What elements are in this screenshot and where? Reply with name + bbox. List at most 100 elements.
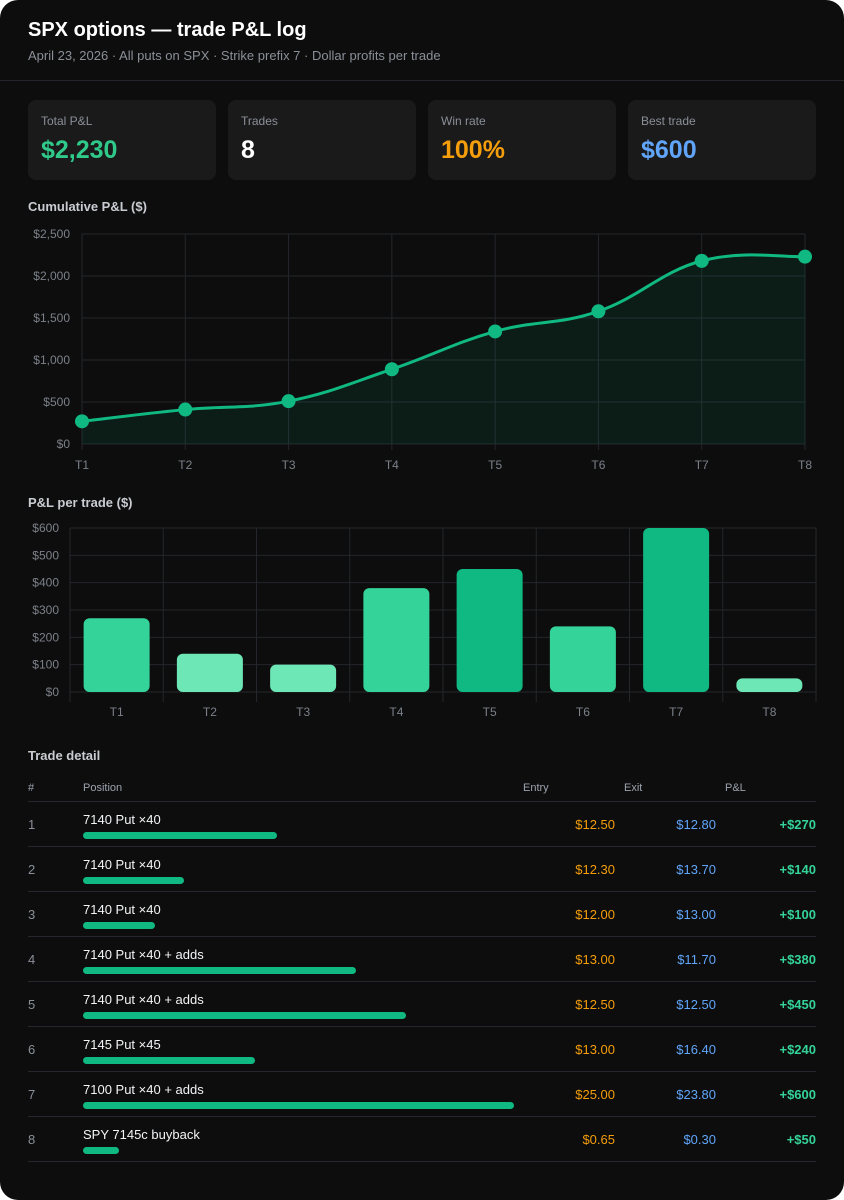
row-exit: $12.50: [676, 997, 716, 1012]
y-tick-label: $100: [32, 658, 59, 672]
page-header: SPX options — trade P&L log April 23, 20…: [28, 18, 816, 64]
table-row: 3 7140 Put ×40 $12.00 $13.00 +$100: [28, 892, 816, 937]
bar: [736, 678, 803, 692]
row-number: 5: [28, 997, 36, 1012]
table-row: 5 7140 Put ×40 + adds $12.50 $12.50 +$450: [28, 982, 816, 1027]
trade-detail-table: # Position Entry Exit P&L 1 7140 Put ×40 $…: [28, 776, 816, 1162]
y-tick-label: $2,500: [33, 227, 70, 241]
x-tick-label: T7: [669, 705, 683, 719]
x-tick-label: T4: [389, 705, 403, 719]
bar: [363, 588, 430, 692]
table-row: 1 7140 Put ×40 $12.50 $12.80 +$270: [28, 802, 816, 847]
header-position: Position: [83, 782, 123, 794]
cumulative-chart-title: Cumulative P&L ($): [28, 199, 147, 214]
row-number: 2: [28, 862, 36, 877]
row-position: 7140 Put ×40 + adds: [83, 992, 204, 1007]
data-point: [694, 253, 709, 268]
row-pnl-bar: [83, 1012, 406, 1019]
row-position: 7140 Put ×40 + adds: [83, 947, 204, 962]
bar: [643, 528, 710, 692]
y-tick-label: $1,500: [33, 311, 70, 325]
data-point: [75, 414, 89, 429]
y-tick-label: $400: [32, 576, 59, 590]
bar: [176, 653, 243, 692]
data-point: [798, 249, 812, 264]
row-pnl: +$50: [786, 1132, 816, 1147]
stat-value: 8: [241, 136, 255, 164]
area-fill: [82, 254, 805, 444]
table-row: 8 SPY 7145c buyback $0.65 $0.30 +$50: [28, 1117, 816, 1162]
row-exit: $12.80: [676, 817, 716, 832]
row-pnl-bar: [83, 1147, 119, 1154]
row-position: SPY 7145c buyback: [83, 1127, 200, 1142]
row-entry: $13.00: [575, 1042, 615, 1057]
stat-card-best-trade: Best trade $600: [628, 100, 816, 180]
table-row: 6 7145 Put ×45 $13.00 $16.40 +$240: [28, 1027, 816, 1072]
table-row: 4 7140 Put ×40 + adds $13.00 $11.70 +$380: [28, 937, 816, 982]
x-tick-label: T4: [385, 458, 399, 472]
y-tick-label: $300: [32, 603, 59, 617]
row-number: 6: [28, 1042, 36, 1057]
row-number: 4: [28, 952, 36, 967]
row-pnl-bar: [83, 832, 277, 839]
x-tick-label: T2: [178, 458, 192, 472]
row-entry: $12.30: [575, 862, 615, 877]
row-pnl: +$100: [779, 907, 816, 922]
x-tick-label: T1: [110, 705, 124, 719]
series-line: [81, 253, 806, 423]
y-tick-label: $2,000: [33, 269, 70, 283]
row-position: 7140 Put ×40: [83, 812, 161, 827]
row-exit: $11.70: [677, 952, 716, 967]
bar: [549, 626, 616, 692]
row-number: 7: [28, 1087, 36, 1102]
row-pnl-bar: [83, 922, 155, 929]
stat-label: Best trade: [641, 114, 696, 128]
row-number: 1: [28, 817, 36, 832]
per-trade-chart-title: P&L per trade ($): [28, 495, 133, 510]
row-entry: $12.50: [575, 817, 615, 832]
stat-value: $2,230: [41, 136, 118, 164]
y-tick-label: $600: [32, 521, 59, 535]
row-pnl-bar: [83, 1102, 514, 1109]
header-num: #: [28, 782, 35, 794]
cumulative-pnl-chart: $0 $500 $1,000 $1,500 $2,000 $2,500 T1 T2 T3 T4 T5…: [33, 227, 812, 472]
row-pnl: +$270: [779, 817, 816, 832]
row-exit: $13.70: [676, 862, 716, 877]
row-entry: $12.00: [575, 907, 615, 922]
x-tick-label: T8: [798, 458, 812, 472]
table-body: 1 7140 Put ×40 $12.50 $12.80 +$270 2 7140 Put …: [28, 802, 816, 1162]
x-tick-label: T7: [695, 458, 709, 472]
y-tick-label: $200: [32, 630, 59, 644]
row-pnl-bar: [83, 967, 356, 974]
stat-value: $600: [641, 136, 697, 164]
data-point: [178, 402, 193, 417]
row-pnl: +$600: [779, 1087, 816, 1102]
row-entry: $25.00: [575, 1087, 615, 1102]
y-tick-label: $1,000: [33, 353, 70, 367]
y-tick-label: $0: [46, 685, 60, 699]
table-row: 2 7140 Put ×40 $12.30 $13.70 +$140: [28, 847, 816, 892]
stat-value: 100%: [441, 136, 505, 164]
y-tick-label: $0: [57, 437, 71, 451]
x-tick-label: T3: [296, 705, 310, 719]
page-title: SPX options — trade P&L log: [28, 19, 307, 41]
x-tick-label: T2: [203, 705, 217, 719]
stat-label: Win rate: [441, 114, 486, 128]
x-tick-label: T3: [282, 458, 296, 472]
x-tick-label: T5: [483, 705, 497, 719]
stat-card-trades: Trades 8: [228, 100, 416, 180]
stat-label: Total P&L: [41, 114, 93, 128]
table-row: 7 7100 Put ×40 + adds $25.00 $23.80 +$600: [28, 1072, 816, 1117]
x-tick-label: T6: [576, 705, 590, 719]
bar: [270, 664, 337, 692]
header-exit: Exit: [624, 782, 643, 794]
row-pnl: +$450: [779, 997, 816, 1012]
row-position: 7100 Put ×40 + adds: [83, 1082, 204, 1097]
stat-card-win-rate: Win rate 100%: [428, 100, 616, 180]
bar: [83, 618, 150, 692]
bar: [456, 569, 523, 692]
stat-cards: Total P&L $2,230 Trades 8 Win rate 100% …: [28, 100, 816, 180]
data-point: [591, 304, 606, 319]
row-pnl: +$380: [779, 952, 816, 967]
